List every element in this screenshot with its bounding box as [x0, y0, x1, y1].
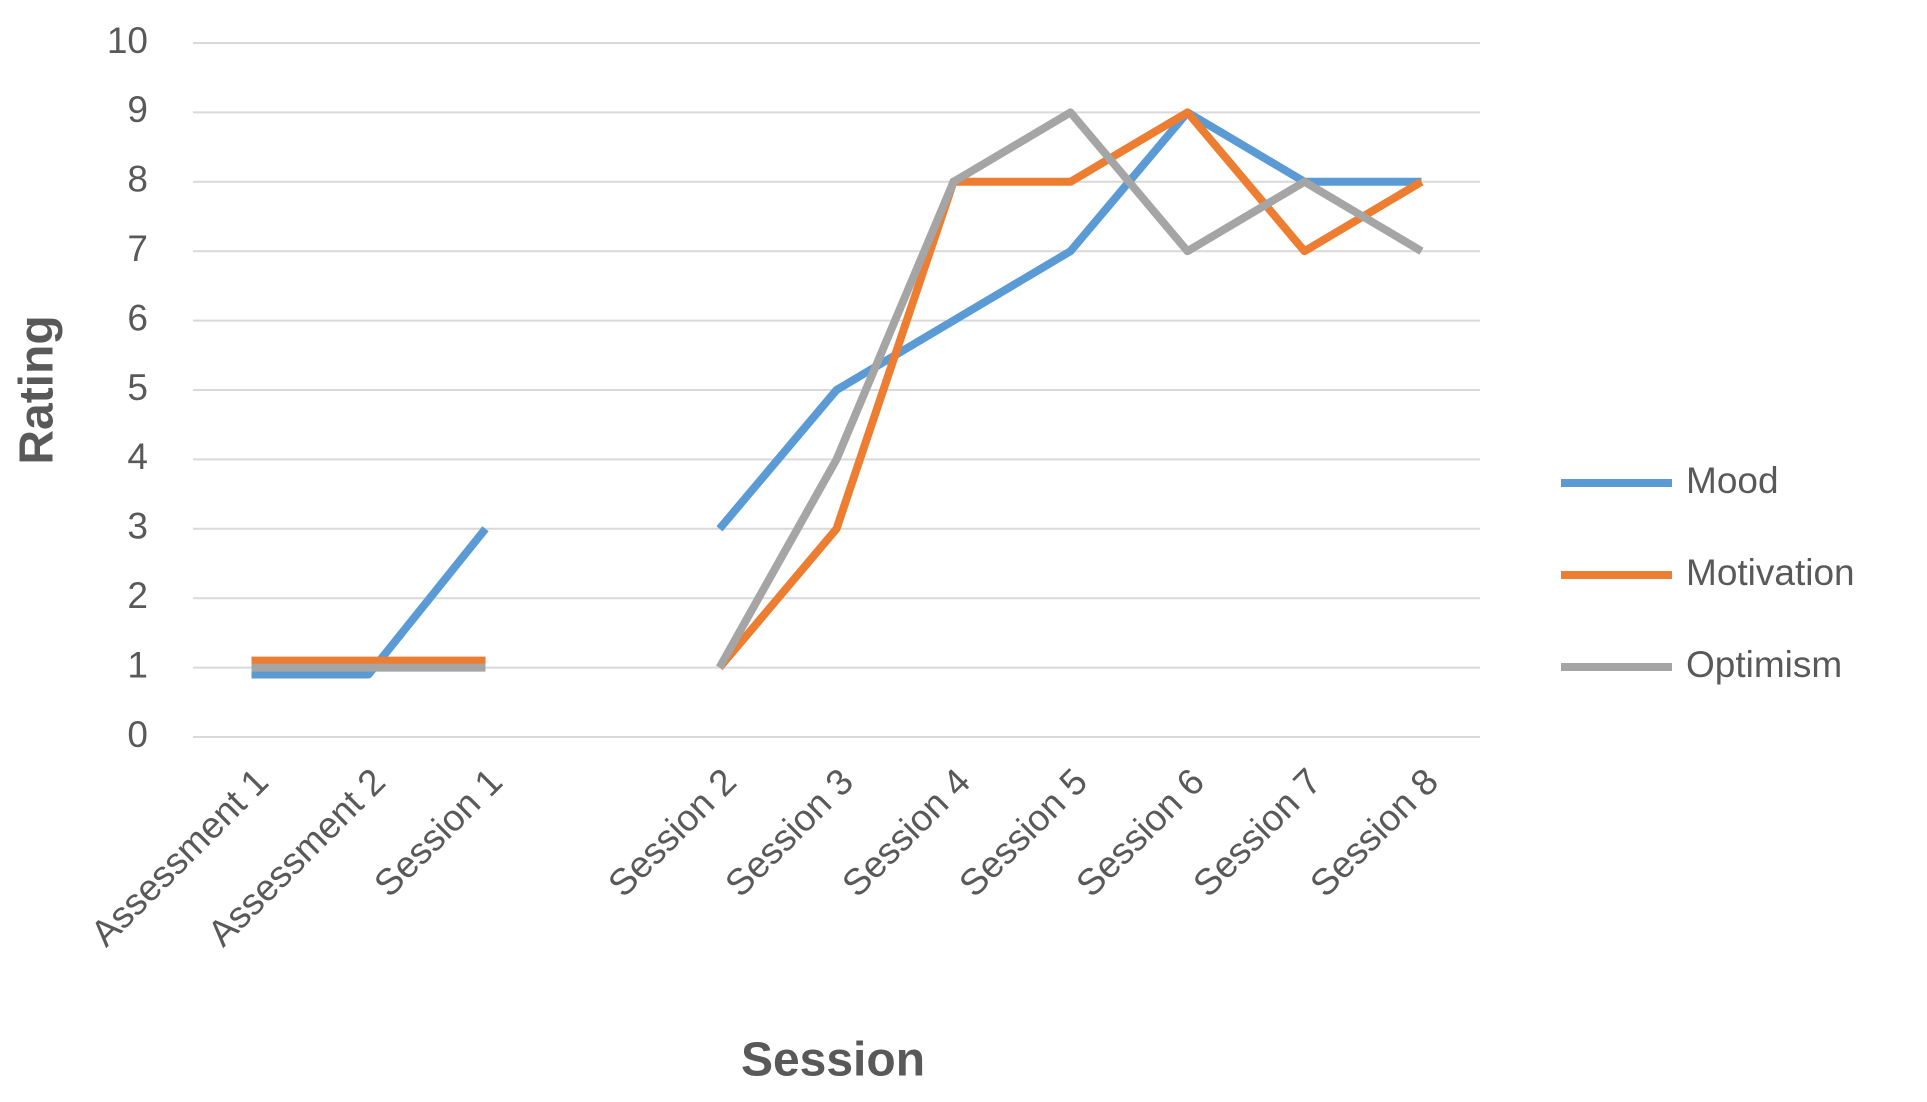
y-tick-label: 7	[127, 228, 148, 269]
y-tick-label: 8	[127, 159, 148, 200]
series-line	[251, 108, 1422, 679]
y-tick-label: 2	[127, 575, 148, 616]
y-tick-label: 3	[127, 506, 148, 547]
x-tick-label: Session 3	[717, 761, 861, 905]
y-tick-label: 6	[127, 297, 148, 338]
y-tick-label: 9	[127, 89, 148, 130]
x-tick-label: Session 8	[1302, 761, 1446, 905]
y-tick-label: 0	[127, 714, 148, 755]
x-tick-label: Session 4	[834, 761, 978, 905]
legend-label: Motivation	[1686, 552, 1855, 593]
y-axis-title: Rating	[11, 315, 64, 464]
y-tick-label: 10	[107, 20, 148, 61]
x-tick-label: Session 5	[951, 761, 1095, 905]
legend-label: Optimism	[1686, 644, 1842, 685]
x-tick-label: Session 7	[1185, 761, 1329, 905]
x-axis-title: Session	[741, 1034, 925, 1087]
x-tick-label: Session 6	[1068, 761, 1212, 905]
series-line	[251, 108, 1424, 671]
y-tick-label: 4	[127, 436, 148, 477]
y-tick-label: 5	[127, 367, 148, 408]
legend-label: Mood	[1686, 460, 1779, 501]
y-tick-label: 1	[127, 644, 148, 685]
series-line	[251, 108, 1424, 672]
x-tick-label: Session 2	[600, 761, 744, 905]
x-tick-label: Session 1	[366, 761, 510, 905]
